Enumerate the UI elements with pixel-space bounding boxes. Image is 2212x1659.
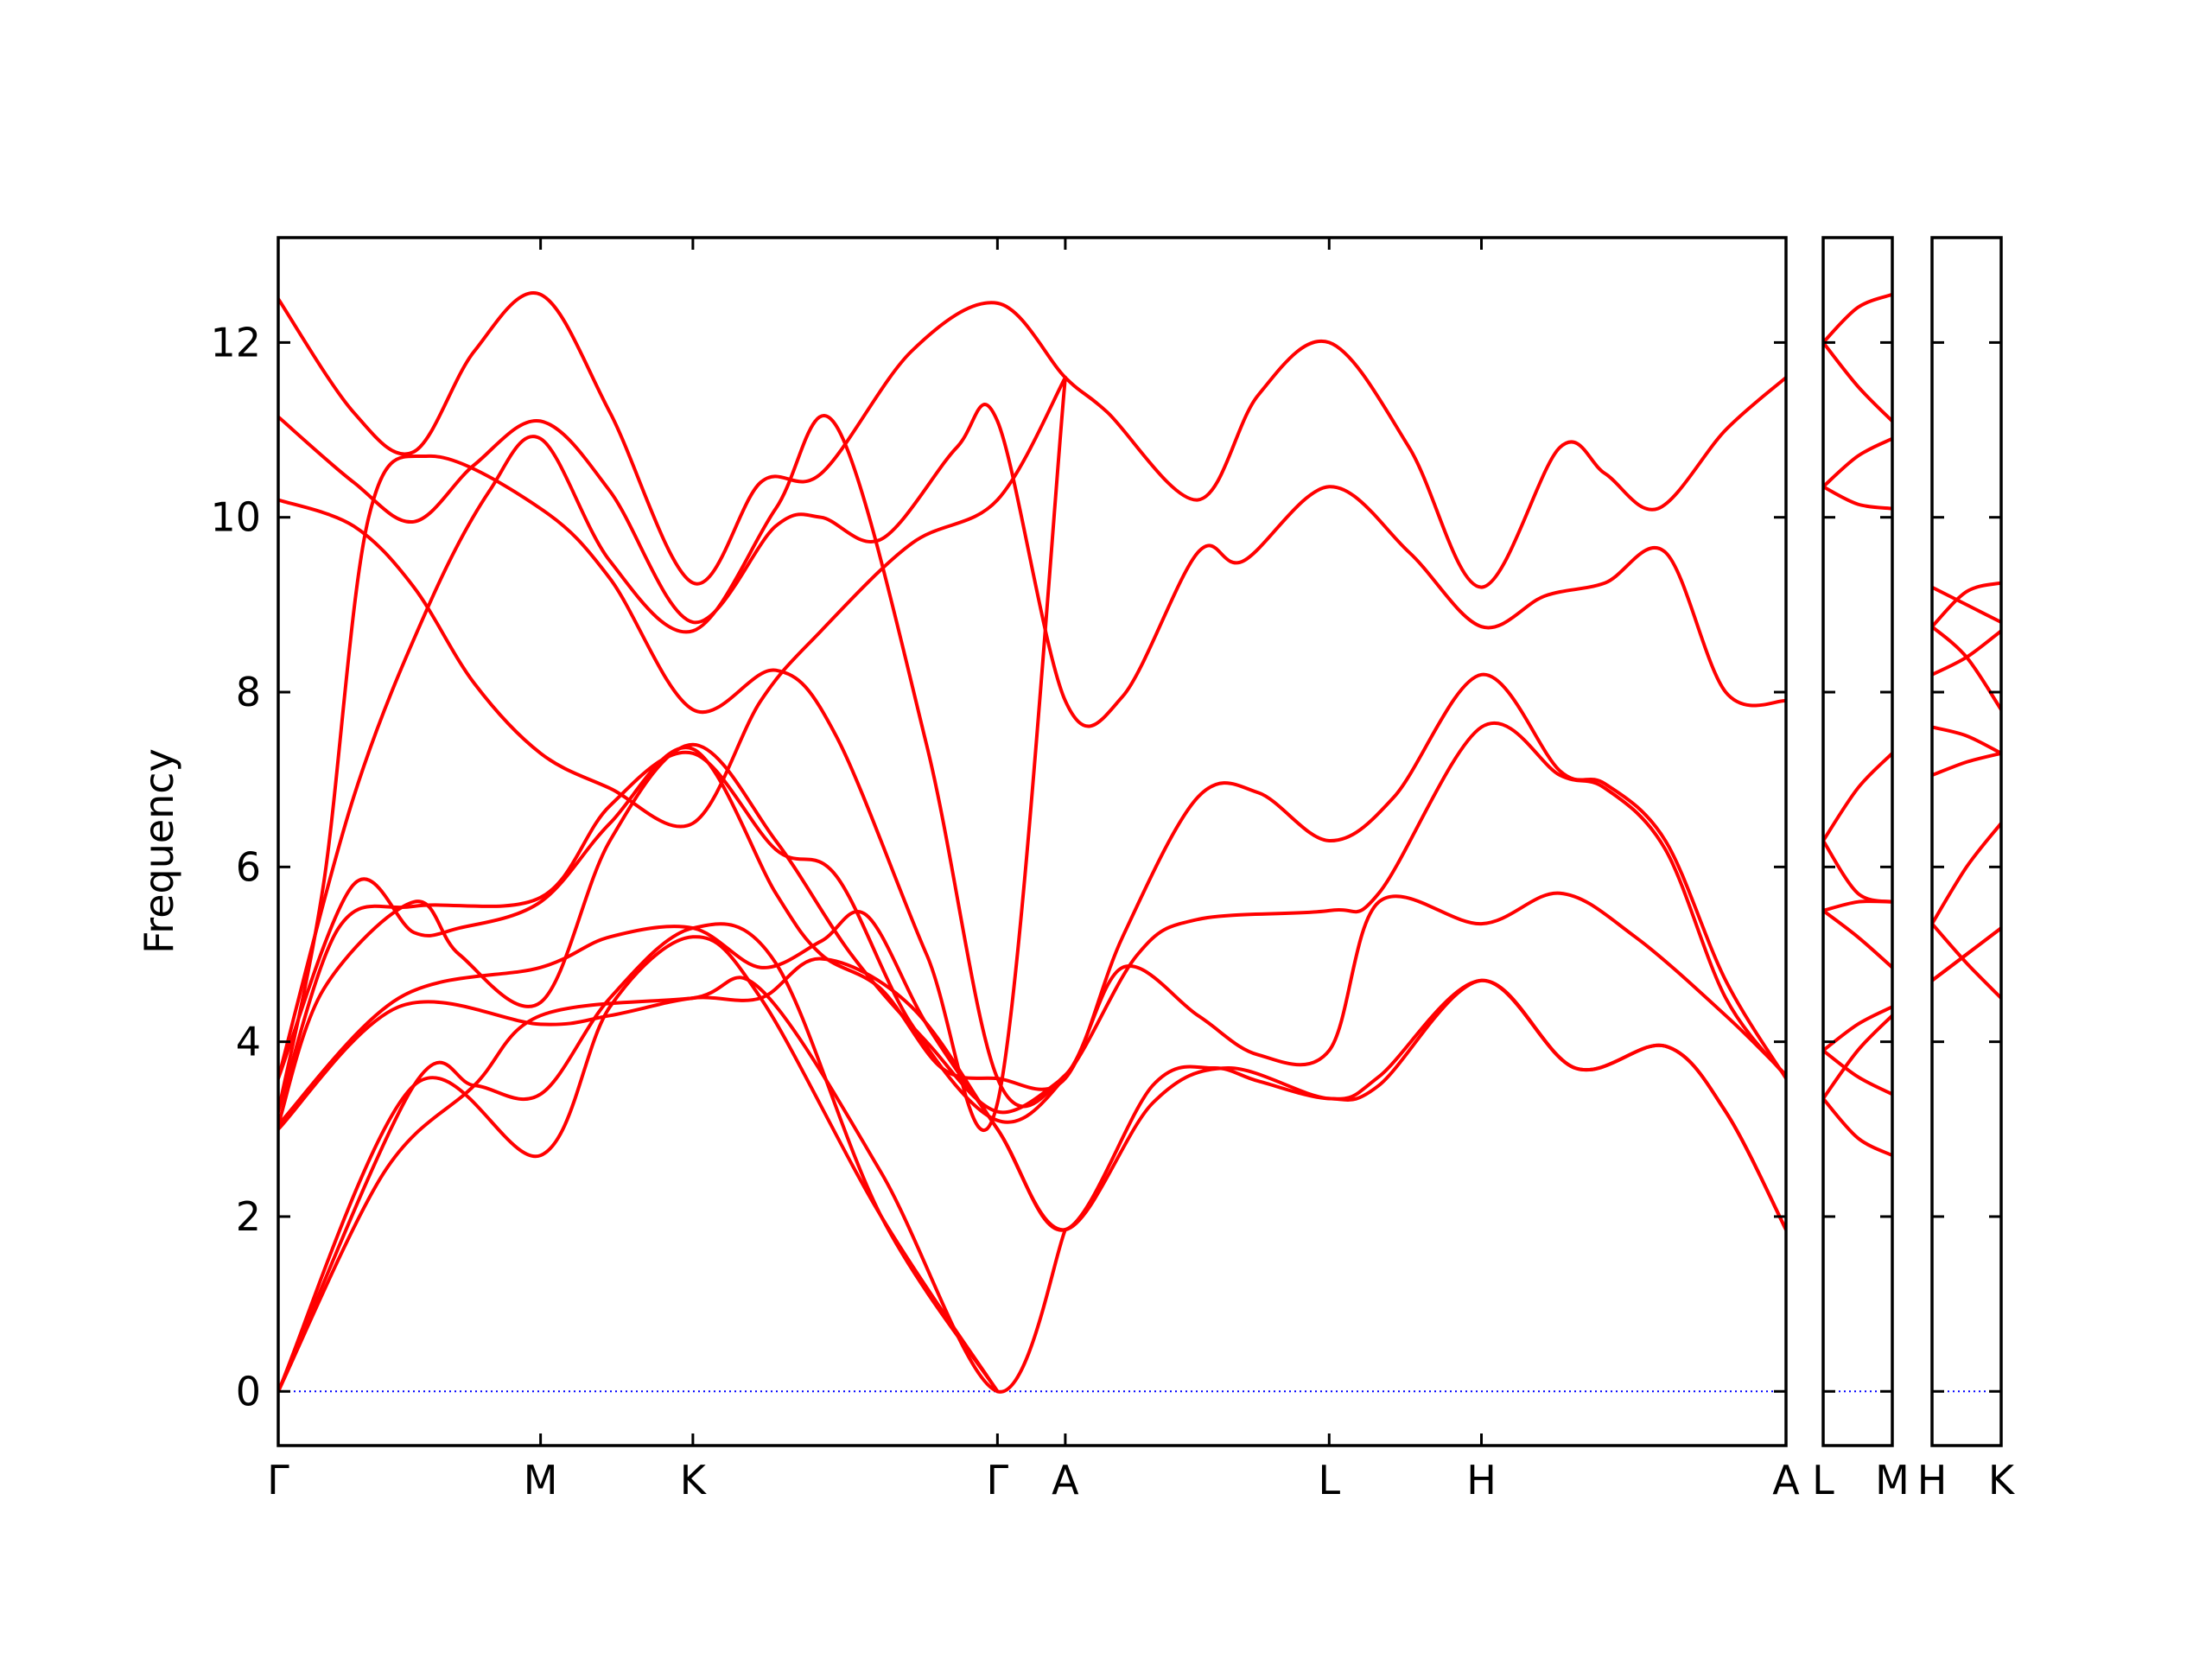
y-tick-label: 12 [210,319,261,365]
band-line-12 [1823,1096,1892,1158]
band-line-11 [1823,1014,1892,1101]
y-tick-label: 8 [236,669,261,715]
band-line-1 [278,291,1786,589]
x-tick-label: Γ [987,1457,1009,1503]
band-line-1 [1823,292,1892,345]
band-line-9 [1823,1005,1892,1052]
bands-group [1932,581,2001,1001]
band-line-10 [278,957,1786,1232]
x-tick-label: L [1318,1457,1340,1503]
x-tick-label: K [1988,1457,2016,1503]
band-line-3 [278,375,1067,829]
x-tick-label: K [680,1457,708,1503]
x-tick-label: H [1917,1457,1948,1503]
band-line-10 [1823,1048,1892,1096]
band-line-10 [1932,926,2001,982]
band-line-12 [278,935,1000,1394]
band-line-6 [1932,751,2001,778]
band-line-9 [278,910,1786,1232]
band-line-2 [1932,581,2001,629]
x-tick-label: A [1772,1457,1800,1503]
band-line-4 [278,414,1786,1109]
panel-frame [276,236,1788,1447]
band-line-11 [278,922,1000,1394]
band-line-7 [1932,821,2001,926]
x-tick-label: Γ [267,1457,289,1503]
panel-frame [1930,236,2003,1447]
band-line-13 [278,976,1067,1394]
x-tick-label: M [1875,1457,1910,1503]
band-line-8 [278,742,1067,1127]
band-line-5 [1823,751,1892,842]
band-line-3 [1823,436,1892,489]
y-tick-label: 4 [236,1019,261,1065]
band-line-7 [278,672,1786,1091]
y-tick-label: 0 [236,1368,261,1414]
band-line-2 [278,403,1786,728]
x-tick-label: H [1466,1457,1497,1503]
bands-group [278,291,1786,1394]
band-line-1 [1932,585,2001,625]
y-tick-label: 2 [236,1193,261,1240]
x-tick-label: L [1812,1457,1834,1503]
x-tick-label: A [1052,1457,1079,1503]
y-tick-label: 10 [210,494,261,541]
band-line-8 [1932,922,2001,1001]
band-line-4 [1932,629,2001,677]
band-line-8 [1823,908,1892,969]
band-line-5 [278,375,1067,1133]
y-tick-label: 6 [236,843,261,890]
band-line-6 [1823,839,1892,904]
band-line-4 [1823,485,1892,511]
panel-frame [1821,236,1894,1447]
band-line-7 [1823,899,1892,912]
bands-group [1823,292,1892,1158]
y-axis-title: Frequency [136,748,182,954]
band-line-2 [1823,340,1892,423]
band-line-5 [1932,725,2001,755]
x-tick-label: M [524,1457,558,1503]
